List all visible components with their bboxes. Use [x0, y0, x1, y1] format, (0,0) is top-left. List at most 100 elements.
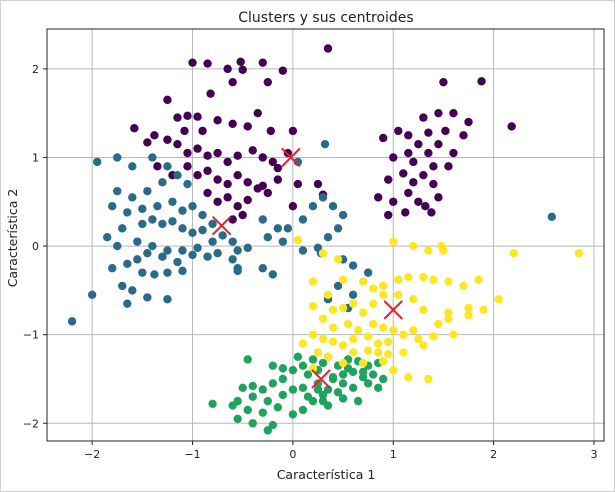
data-point: [233, 266, 242, 276]
data-point: [419, 170, 428, 180]
data-point: [108, 264, 117, 273]
data-point: [143, 186, 152, 196]
data-point: [148, 215, 157, 224]
y-tick-label: 1: [32, 151, 39, 164]
data-point: [394, 290, 403, 300]
data-point: [308, 277, 318, 286]
data-point: [198, 126, 207, 136]
data-point: [163, 268, 172, 277]
data-point: [138, 268, 147, 277]
data-point: [123, 208, 132, 217]
data-point: [389, 365, 398, 375]
data-point: [338, 358, 348, 368]
data-point: [168, 217, 177, 226]
data-point: [178, 246, 187, 255]
data-point: [128, 162, 137, 171]
data-point: [318, 396, 328, 406]
data-point: [509, 248, 518, 258]
data-point: [163, 162, 172, 171]
data-point: [138, 219, 147, 229]
data-point: [318, 334, 328, 344]
data-point: [193, 144, 202, 153]
data-point: [203, 166, 212, 175]
data-point: [424, 374, 433, 384]
data-point: [118, 224, 127, 233]
data-point: [384, 337, 393, 346]
data-point: [320, 139, 330, 149]
data-point: [379, 374, 388, 384]
data-point: [298, 361, 308, 370]
data-point: [318, 314, 328, 323]
data-point: [243, 405, 252, 415]
data-point: [258, 408, 267, 417]
data-point: [288, 410, 298, 419]
data-point: [248, 419, 257, 428]
data-point: [421, 202, 430, 211]
data-point: [153, 202, 162, 211]
data-point: [308, 302, 318, 311]
data-point: [203, 59, 212, 68]
data-point: [203, 188, 212, 198]
data-point: [318, 193, 328, 202]
data-point: [399, 169, 408, 178]
data-point: [67, 317, 77, 326]
data-point: [293, 157, 303, 167]
data-point: [427, 208, 436, 217]
data-point: [173, 257, 182, 267]
data-point: [180, 126, 189, 136]
data-point: [150, 131, 159, 140]
data-point: [153, 162, 162, 171]
data-point: [273, 403, 283, 412]
data-point: [278, 390, 288, 400]
data-point: [178, 206, 187, 215]
data-point: [429, 179, 438, 189]
data-point: [183, 179, 192, 189]
data-point: [238, 210, 247, 220]
data-point: [243, 122, 252, 131]
data-point: [233, 202, 242, 211]
x-tick-label: 0: [289, 448, 296, 461]
data-point: [441, 126, 450, 136]
y-tick-label: −2: [23, 417, 39, 430]
data-point: [318, 390, 328, 400]
data-point: [138, 204, 147, 214]
data-point: [303, 370, 313, 379]
data-point: [183, 111, 192, 121]
data-point: [338, 210, 348, 220]
data-point: [363, 332, 373, 341]
data-point: [323, 44, 333, 53]
data-point: [404, 373, 413, 382]
data-point: [353, 396, 363, 406]
data-point: [293, 179, 303, 189]
data-point: [419, 341, 428, 350]
data-point: [128, 286, 137, 295]
data-point: [218, 231, 227, 240]
centroid-marker: [281, 147, 301, 168]
data-point: [206, 89, 215, 98]
cluster-series-dark_purple: [130, 44, 516, 224]
data-point: [464, 303, 473, 313]
data-point: [128, 193, 137, 202]
data-point: [163, 135, 172, 144]
data-point: [338, 370, 348, 379]
data-point: [243, 178, 252, 187]
data-point: [273, 224, 283, 233]
data-point: [419, 272, 428, 282]
data-point: [414, 334, 423, 344]
data-point: [133, 237, 142, 246]
data-point: [323, 290, 333, 300]
data-point: [328, 323, 338, 332]
data-point: [143, 138, 152, 147]
data-point: [293, 235, 303, 245]
data-point: [333, 388, 343, 397]
data-point: [464, 310, 473, 320]
data-point: [363, 346, 373, 355]
grid-lines: [47, 29, 604, 441]
data-point: [198, 225, 207, 235]
data-point: [283, 224, 293, 233]
data-point: [268, 270, 278, 279]
data-point: [368, 284, 378, 293]
data-point: [168, 197, 177, 206]
data-point: [150, 270, 159, 279]
